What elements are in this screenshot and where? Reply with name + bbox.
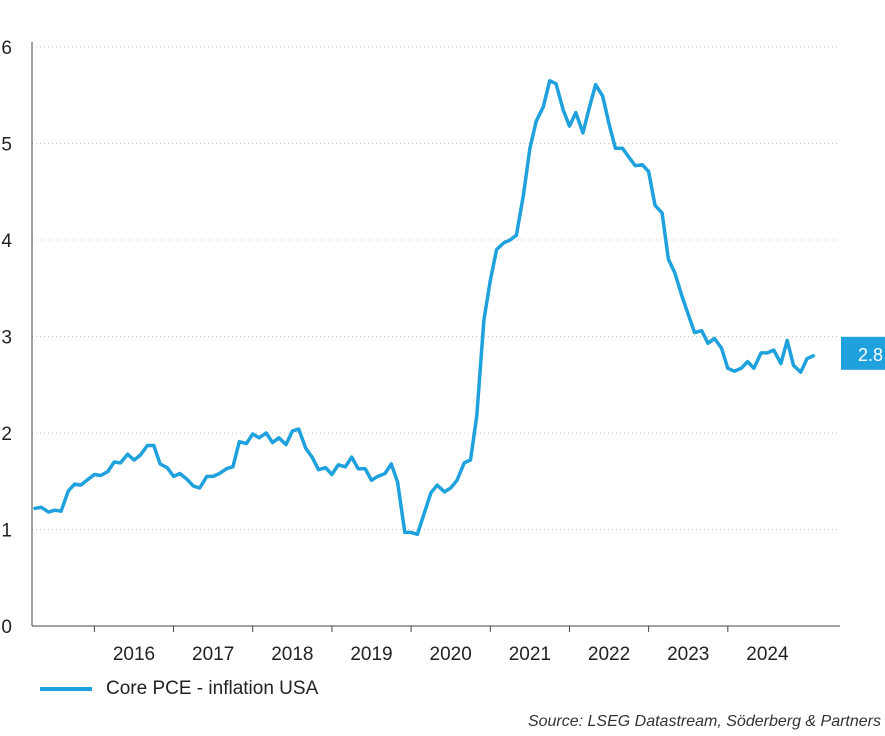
legend-swatch [40, 687, 92, 691]
last-value-text: 2.8 [858, 345, 883, 365]
y-tick-label-1: 1 [1, 521, 12, 542]
x-tick-label-2023: 2023 [667, 644, 709, 665]
y-tick-label-0: 0 [1, 617, 12, 638]
chart: 0 1 2 3 4 5 6 2016 2017 2018 2019 2020 2021 2022 2023… [1, 38, 885, 665]
x-tick-label-2019: 2019 [350, 644, 392, 665]
legend-label: Core PCE - inflation USA [106, 678, 319, 699]
y-tick-label-3: 3 [1, 328, 12, 349]
x-tick-label-2024: 2024 [746, 644, 789, 665]
y-tick-label-5: 5 [1, 135, 12, 156]
x-tick-labels: 2016 2017 2018 2019 2020 2021 2022 2023 2024 [113, 644, 789, 665]
x-tick-label-2020: 2020 [430, 644, 472, 665]
x-tick-label-2018: 2018 [271, 644, 313, 665]
y-tick-labels: 0 1 2 3 4 5 6 [1, 38, 12, 638]
x-tick-label-2016: 2016 [113, 644, 155, 665]
x-tick-label-2021: 2021 [509, 644, 551, 665]
y-tick-label-4: 4 [1, 231, 12, 252]
y-tick-label-6: 6 [1, 38, 12, 59]
y-tick-label-2: 2 [1, 424, 12, 445]
legend: Core PCE - inflation USA [40, 678, 318, 700]
series-line-core-pce [33, 79, 816, 537]
axes [31, 42, 840, 632]
last-value-box [841, 336, 885, 370]
x-tick-label-2022: 2022 [588, 644, 630, 665]
grid-lines [32, 46, 840, 530]
x-tick-label-2017: 2017 [192, 644, 234, 665]
last-value-label: 2.8 [841, 336, 885, 370]
source-note: Source: LSEG Datastream, Söderberg & Par… [527, 713, 881, 730]
